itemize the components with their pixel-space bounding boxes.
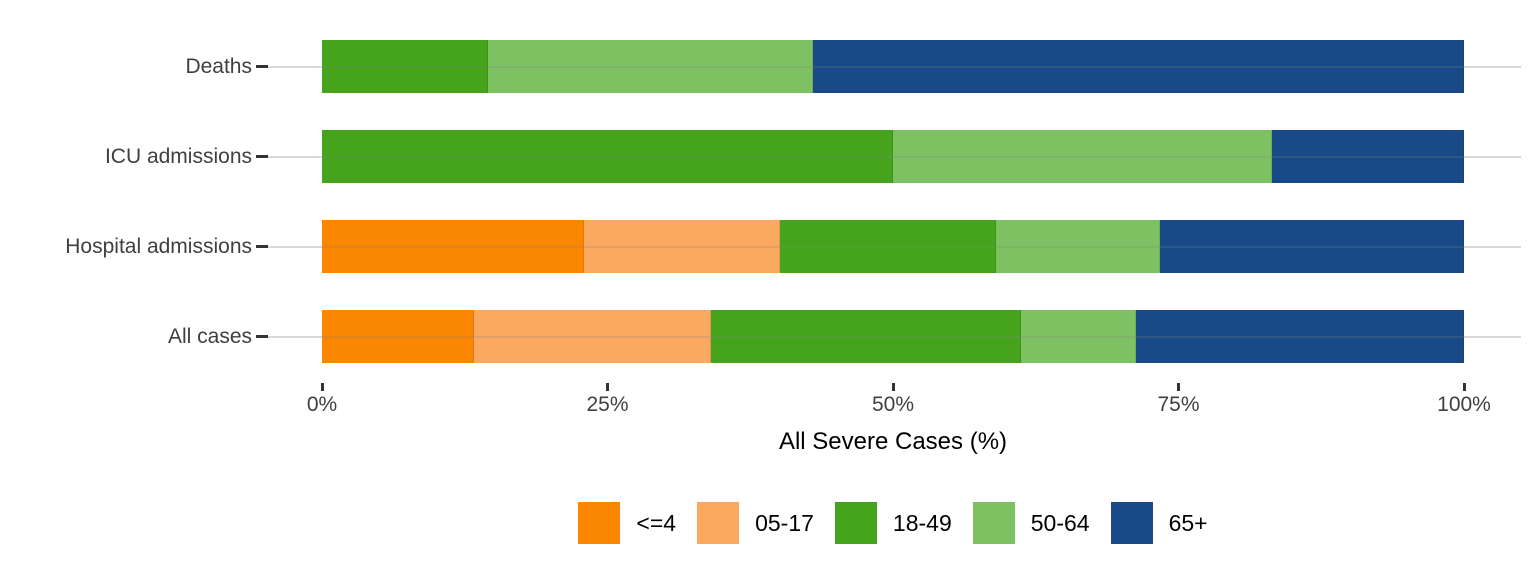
bar-segment-all-cases-05-17 [473,310,712,363]
x-axis-tick-label: 0% [306,393,338,416]
x-axis-title: All Severe Cases (%) [778,428,1008,455]
legend-swatch-4 [578,502,621,544]
gridline-overlay [322,155,1464,158]
bar-segment-hospital-admissions-65 [1160,220,1464,273]
x-axis-tick [606,383,609,391]
bar-segment-all-cases-65 [1136,310,1464,363]
legend-item-50-64: 50-64 [972,502,1090,544]
x-axis-tick [1462,383,1466,391]
legend-label: 65+ [1168,509,1208,536]
legend-item-18-49: 18-49 [834,502,952,544]
legend-label: 05-17 [755,509,814,536]
y-axis-tick [256,335,268,338]
bar-segment-deaths-50-64 [487,40,814,93]
legend-item-65: 65+ [1110,502,1208,544]
legend-swatch-50-64 [972,502,1015,544]
bar-segment-icu-admissions-50-64 [893,130,1273,183]
legend-swatch-65 [1110,502,1153,544]
legend-label: <=4 [636,509,677,536]
bar-segment-deaths-65 [813,40,1464,93]
x-axis-tick [1177,383,1180,391]
category-label-deaths: Deaths [185,54,252,78]
legend-swatch-05-17 [697,502,740,544]
bar-segment-hospital-admissions-50-64 [995,220,1161,273]
x-axis-tick [320,383,324,391]
x-axis-tick-label: 25% [586,393,629,416]
y-axis-tick [256,155,268,158]
gridline-overlay [322,65,1464,68]
category-label-all-cases: All cases [167,324,252,348]
legend-swatch-18-49 [834,502,877,544]
bar-segment-icu-admissions-65 [1272,130,1464,183]
bar-segment-all-cases-18-49 [711,310,1021,363]
legend-label: 50-64 [1030,509,1090,536]
gridline-overlay [322,245,1464,248]
bar-segment-hospital-admissions-4 [322,220,584,273]
bar-segment-all-cases-4 [322,310,474,363]
x-axis-tick-label: 50% [871,393,915,416]
legend-label: 18-49 [892,509,952,536]
y-axis-tick [256,65,268,68]
x-axis-tick-label: 75% [1157,393,1200,416]
category-label-hospital-admissions: Hospital admissions [65,234,252,258]
bar-segment-deaths-18-49 [322,40,488,93]
legend-item-4: <=4 [578,502,676,544]
gridline-overlay [322,335,1464,338]
x-axis-tick [891,383,895,391]
y-axis-tick [256,245,268,248]
bar-segment-icu-admissions-18-49 [322,130,893,183]
category-label-icu-admissions: ICU admissions [104,144,252,168]
x-axis-tick-label: 100% [1437,393,1491,416]
bar-segment-hospital-admissions-18-49 [779,220,996,273]
bar-segment-hospital-admissions-05-17 [583,220,780,273]
bar-segment-all-cases-50-64 [1020,310,1137,363]
legend-item-05-17: 05-17 [697,502,814,544]
legend: <=4 05-17 18-49 50-64 65+ [322,499,1464,547]
